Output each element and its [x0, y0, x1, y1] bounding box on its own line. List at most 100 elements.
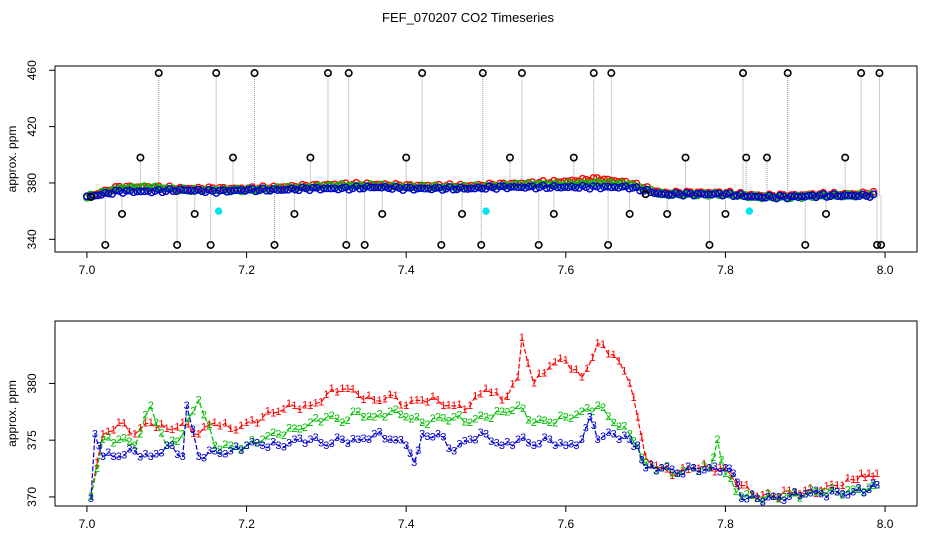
series-3-point: [355, 184, 364, 193]
series-3-marker: 3: [371, 428, 377, 440]
series-3-point: [514, 183, 522, 192]
series-3-point: [474, 183, 483, 192]
series-2-marker: 2: [201, 409, 207, 421]
series-3-marker: 3: [132, 446, 138, 458]
series-2-line: [90, 398, 878, 502]
series-1-marker: 1: [462, 404, 468, 416]
outlier-point: [190, 209, 199, 218]
series-3-point: [833, 192, 842, 201]
series-2-marker: 2: [616, 421, 622, 433]
series-3-marker: 3: [541, 432, 547, 444]
series-3-point: [485, 182, 494, 191]
series-1-marker: 1: [382, 393, 388, 405]
series-2-marker: 2: [174, 436, 180, 448]
series-1-marker: 1: [313, 397, 319, 409]
series-1-marker: 1: [621, 366, 627, 378]
series-2-marker: 2: [153, 417, 159, 429]
series-1-marker: 1: [398, 399, 404, 411]
series-2-marker: 2: [839, 490, 845, 502]
series-3-marker: 3: [531, 440, 537, 452]
series-2-marker: 2: [361, 411, 367, 423]
series-1-marker: 1: [275, 406, 281, 418]
series-3-point: [607, 183, 616, 192]
series-1-marker: 1: [754, 491, 760, 503]
series-2-marker: 2: [664, 461, 670, 473]
series-2-marker: 2: [196, 394, 202, 406]
series-3-point: [330, 184, 339, 193]
series-2-marker: 2: [121, 433, 127, 445]
series-1-marker: 1: [519, 332, 525, 344]
series-3-point: [815, 191, 824, 200]
series-3-point: [650, 189, 659, 198]
series-1-marker: 1: [392, 390, 398, 402]
outlier-point: [604, 240, 613, 249]
series-2-marker: 2: [718, 455, 724, 467]
series-3-marker: 3: [382, 434, 388, 446]
series-1-marker: 1: [579, 372, 585, 384]
series-2-marker: 2: [710, 452, 716, 464]
series-1-marker: 1: [744, 480, 750, 492]
series-2-marker: 2: [823, 487, 829, 499]
series-3-marker: 3: [712, 461, 718, 473]
series-3-point: [183, 186, 192, 195]
series-3-marker: 3: [870, 478, 876, 490]
outlier-point: [589, 69, 598, 78]
series-1-marker: 1: [334, 387, 340, 399]
series-2-marker: 2: [568, 413, 574, 425]
series-3-marker: 3: [424, 431, 430, 443]
series-1-marker: 1: [329, 383, 335, 395]
series-1-marker: 1: [142, 418, 148, 430]
series-2-marker: 2: [749, 490, 755, 502]
series-3-point: [420, 184, 429, 193]
series-3-marker: 3: [499, 440, 505, 452]
series-3-point: [664, 190, 673, 199]
series-3-marker: 3: [323, 440, 329, 452]
series-2-marker: 2: [265, 430, 271, 442]
series-2-marker: 2: [499, 406, 505, 418]
series-1-marker: 1: [510, 379, 516, 391]
series-2-marker: 2: [164, 440, 170, 452]
series-1-marker: 1: [504, 391, 510, 403]
series-3-marker: 3: [563, 440, 569, 452]
series-3-marker: 3: [217, 448, 223, 460]
series-3-point: [83, 192, 91, 201]
series-2-marker: 2: [611, 417, 617, 429]
series-2-marker: 2: [510, 405, 516, 417]
series-3-marker: 3: [776, 491, 782, 503]
series-3-point: [657, 190, 666, 199]
series-3-marker: 3: [105, 447, 111, 459]
series-3-marker: 3: [510, 440, 516, 452]
series-3-marker: 3: [669, 464, 675, 476]
series-3-marker: 3: [345, 438, 351, 450]
series-3-marker: 3: [552, 440, 558, 452]
series-3-point: [251, 187, 260, 196]
series-2-marker: 2: [526, 414, 532, 426]
series-1-marker: 1: [180, 417, 186, 429]
series-3-point: [822, 193, 831, 201]
series-3-marker: 3: [616, 434, 622, 446]
series-2-marker: 2: [573, 409, 579, 421]
series-3-point: [169, 187, 178, 195]
series-3-marker: 3: [233, 441, 239, 453]
series-3-marker: 3: [568, 439, 574, 451]
series-3-point: [284, 185, 292, 194]
series-1-marker: 1: [680, 462, 686, 474]
outlier-point: [86, 193, 95, 202]
series-3-marker: 3: [818, 489, 824, 501]
series-2-marker: 2: [259, 434, 265, 446]
series-3-marker: 3: [153, 448, 159, 460]
series-1-marker: 1: [291, 400, 297, 412]
series-3-marker: 3: [627, 434, 633, 446]
series-3-marker: 3: [483, 428, 489, 440]
series-3-marker: 3: [621, 430, 627, 442]
series-3-point: [837, 192, 846, 201]
series-1-marker: 1: [722, 463, 728, 475]
series-3-marker: 3: [653, 465, 659, 477]
series-3-marker: 3: [196, 451, 202, 463]
series-3-marker: 3: [765, 492, 771, 504]
series-3-marker: 3: [355, 434, 361, 446]
series-3-point: [600, 183, 609, 191]
outlier-point: [549, 209, 558, 218]
series-3-marker: 3: [635, 440, 641, 452]
series-2-marker: 2: [297, 424, 303, 436]
